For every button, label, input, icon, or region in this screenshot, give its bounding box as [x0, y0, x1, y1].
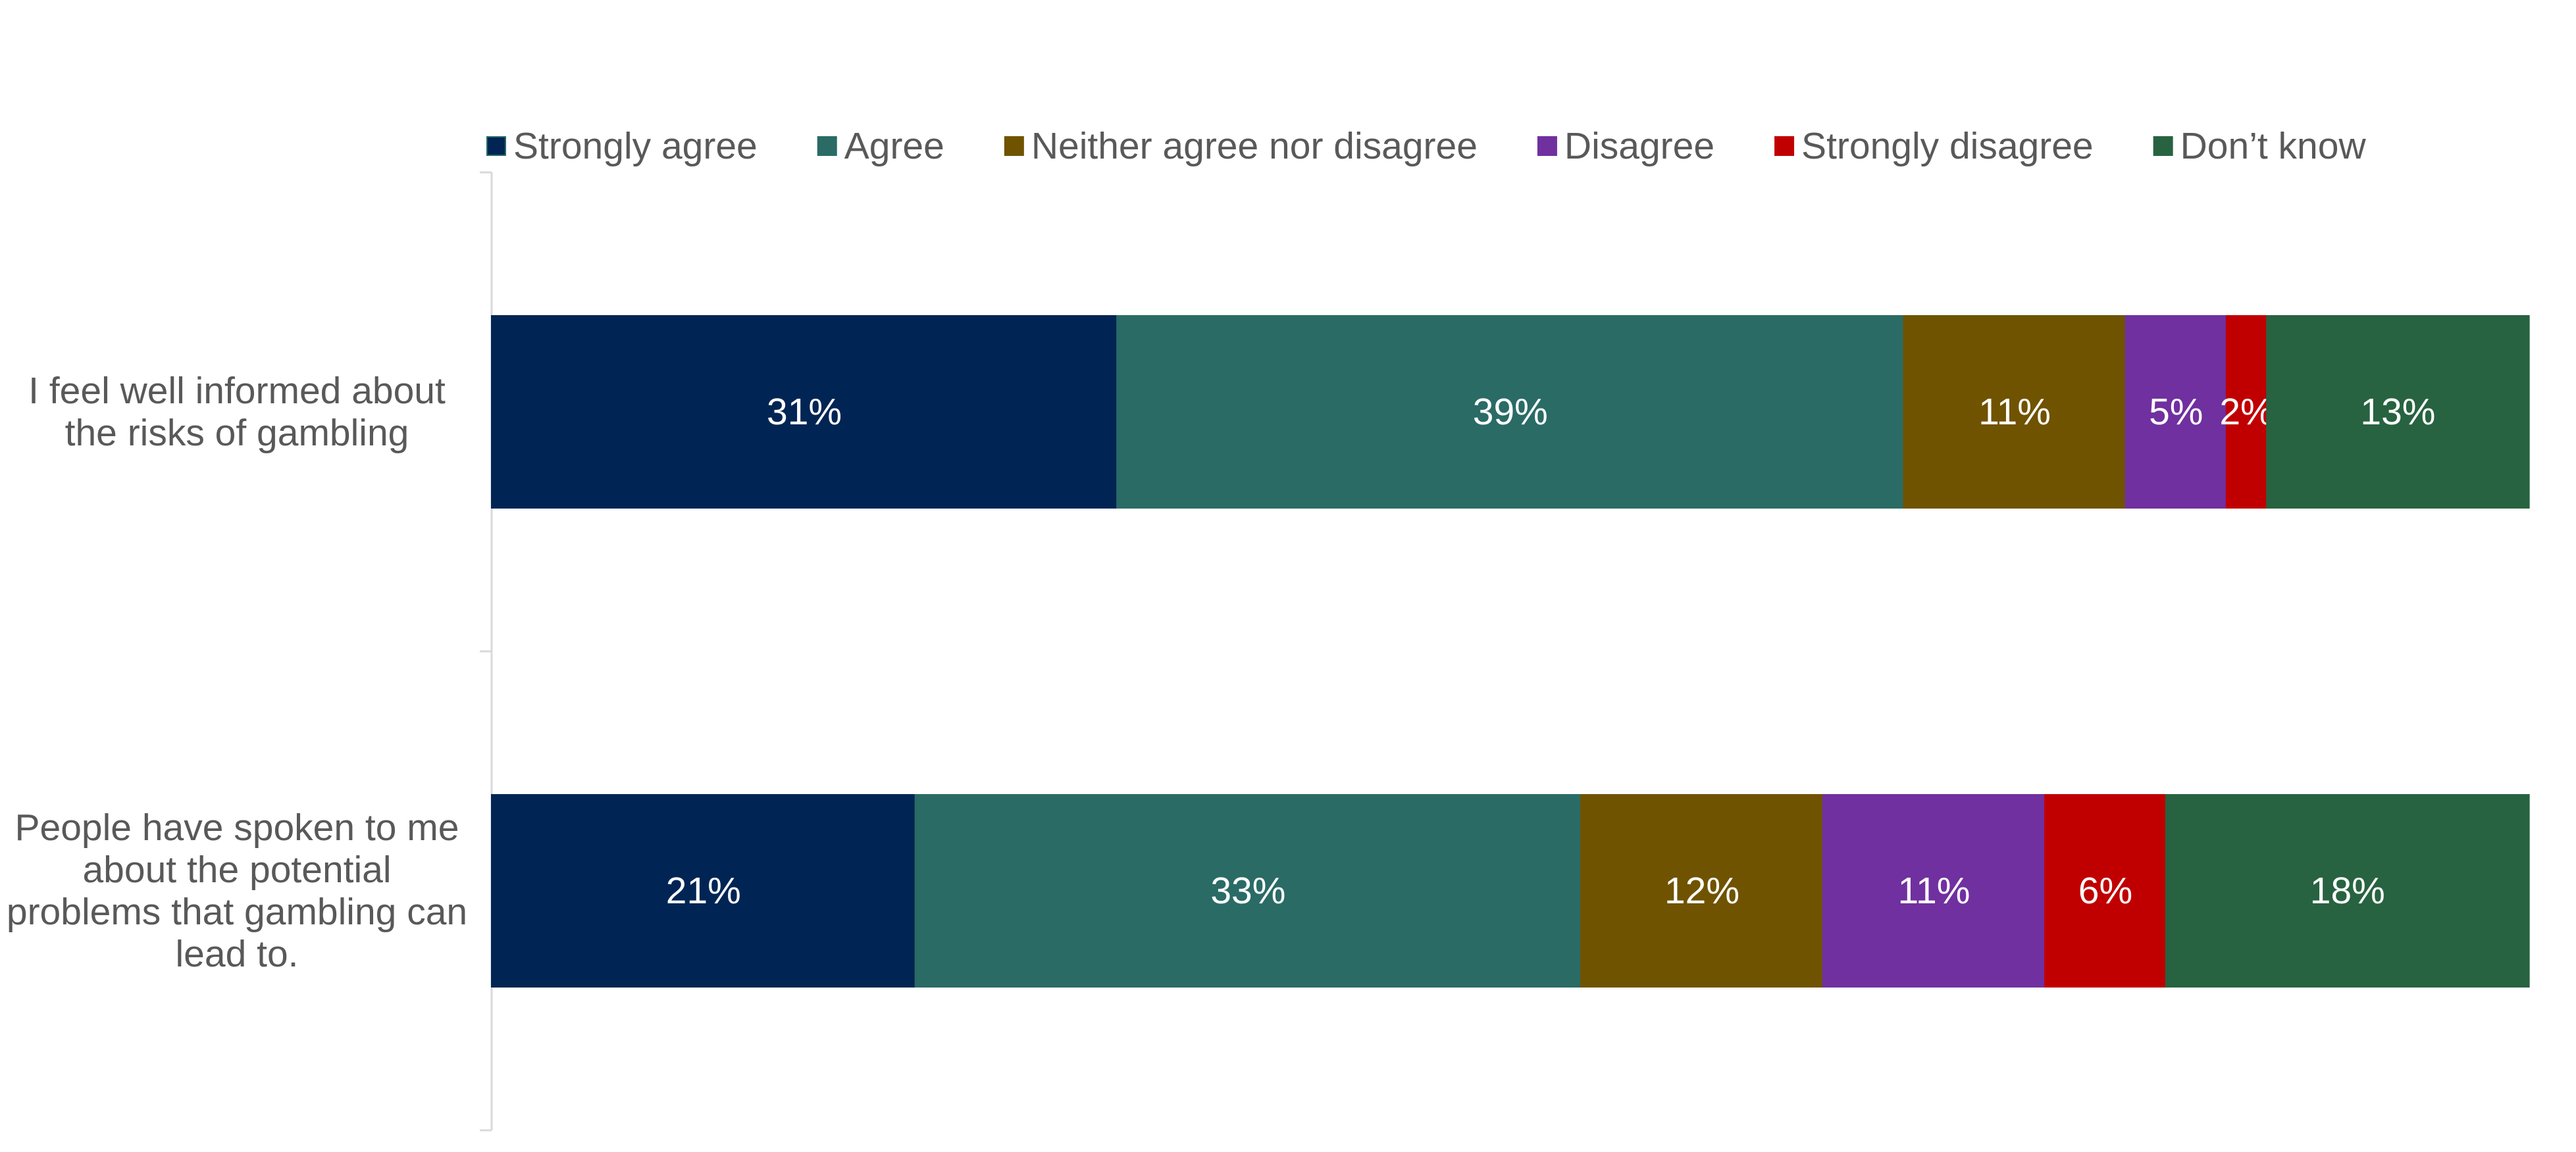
data-label-strongly-agree-2: 21% — [666, 870, 741, 912]
legend: Strongly agree Agree Neither agree nor dis… — [486, 125, 2367, 167]
legend-swatch — [486, 136, 506, 156]
category-label-line: the risks of gambling — [65, 412, 409, 454]
category-axis — [480, 171, 493, 1132]
bar-disagree-1 — [2125, 315, 2227, 509]
legend-item-strongly-disagree: Strongly disagree — [1774, 125, 2094, 167]
bar-agree-1 — [1116, 315, 1905, 509]
legend-swatch — [1774, 136, 1795, 156]
data-label-don-t-know-1: 13% — [2360, 391, 2435, 433]
legend-item-don-t-know: Don’t know — [2153, 125, 2367, 167]
bar-don-t-know-2 — [2165, 794, 2530, 988]
legend-swatch — [1537, 136, 1557, 156]
bar-strongly-disagree-2 — [2044, 794, 2167, 988]
legend-label: Disagree — [1564, 125, 1714, 167]
legend-item-strongly-agree: Strongly agree — [486, 125, 758, 167]
data-label-agree-2: 33% — [1210, 870, 1285, 912]
bar-don-t-know-1 — [2266, 315, 2530, 509]
category-label-1: I feel well informed about the risks of g… — [28, 370, 446, 454]
bar-disagree-2 — [1822, 794, 2046, 988]
category-label-line: People have spoken to me — [15, 807, 459, 849]
bar-neither-agree-nor-disagree-2 — [1580, 794, 1824, 988]
legend-item-agree: Agree — [817, 125, 944, 167]
data-label-disagree-2: 11% — [1898, 870, 1971, 912]
legend-label: Strongly agree — [513, 125, 758, 167]
category-label-line: lead to. — [176, 933, 299, 975]
data-label-disagree-1: 5% — [2149, 391, 2203, 433]
legend-swatch — [1004, 136, 1024, 156]
bar-strongly-agree-2 — [491, 794, 916, 988]
category-labels: I feel well informed about the risks of g… — [7, 370, 467, 975]
category-label-2: People have spoken to me about the potent… — [7, 807, 467, 975]
category-label-line: problems that gambling can — [7, 891, 467, 933]
legend-label: Strongly disagree — [1801, 125, 2094, 167]
legend-label: Don’t know — [2180, 125, 2367, 167]
data-label-strongly-disagree-1: 2% — [2219, 391, 2273, 433]
legend-label: Neither agree nor disagree — [1031, 125, 1478, 167]
data-label-neither-agree-nor-disagree-2: 12% — [1664, 870, 1739, 912]
data-label-strongly-agree-1: 31% — [767, 391, 842, 433]
bar-neither-agree-nor-disagree-1 — [1903, 315, 2126, 509]
data-label-strongly-disagree-2: 6% — [2078, 870, 2132, 912]
legend-swatch — [2153, 136, 2173, 156]
legend-label: Agree — [844, 125, 944, 167]
legend-swatch — [817, 136, 837, 156]
bar-strongly-agree-1 — [491, 315, 1118, 509]
data-label-neither-agree-nor-disagree-1: 11% — [1978, 391, 2051, 433]
category-label-line: I feel well informed about — [28, 370, 446, 412]
category-label-line: about the potential — [82, 849, 391, 891]
legend-item-neither-agree-nor-disagree: Neither agree nor disagree — [1004, 125, 1478, 167]
data-label-don-t-know-2: 18% — [2310, 870, 2385, 912]
bars: 31% 39% 11% 5% 2% 13% 21% 33% 12% 11% 6% 18% — [491, 315, 2530, 988]
legend-item-disagree: Disagree — [1537, 125, 1714, 167]
data-label-agree-1: 39% — [1473, 391, 1548, 433]
